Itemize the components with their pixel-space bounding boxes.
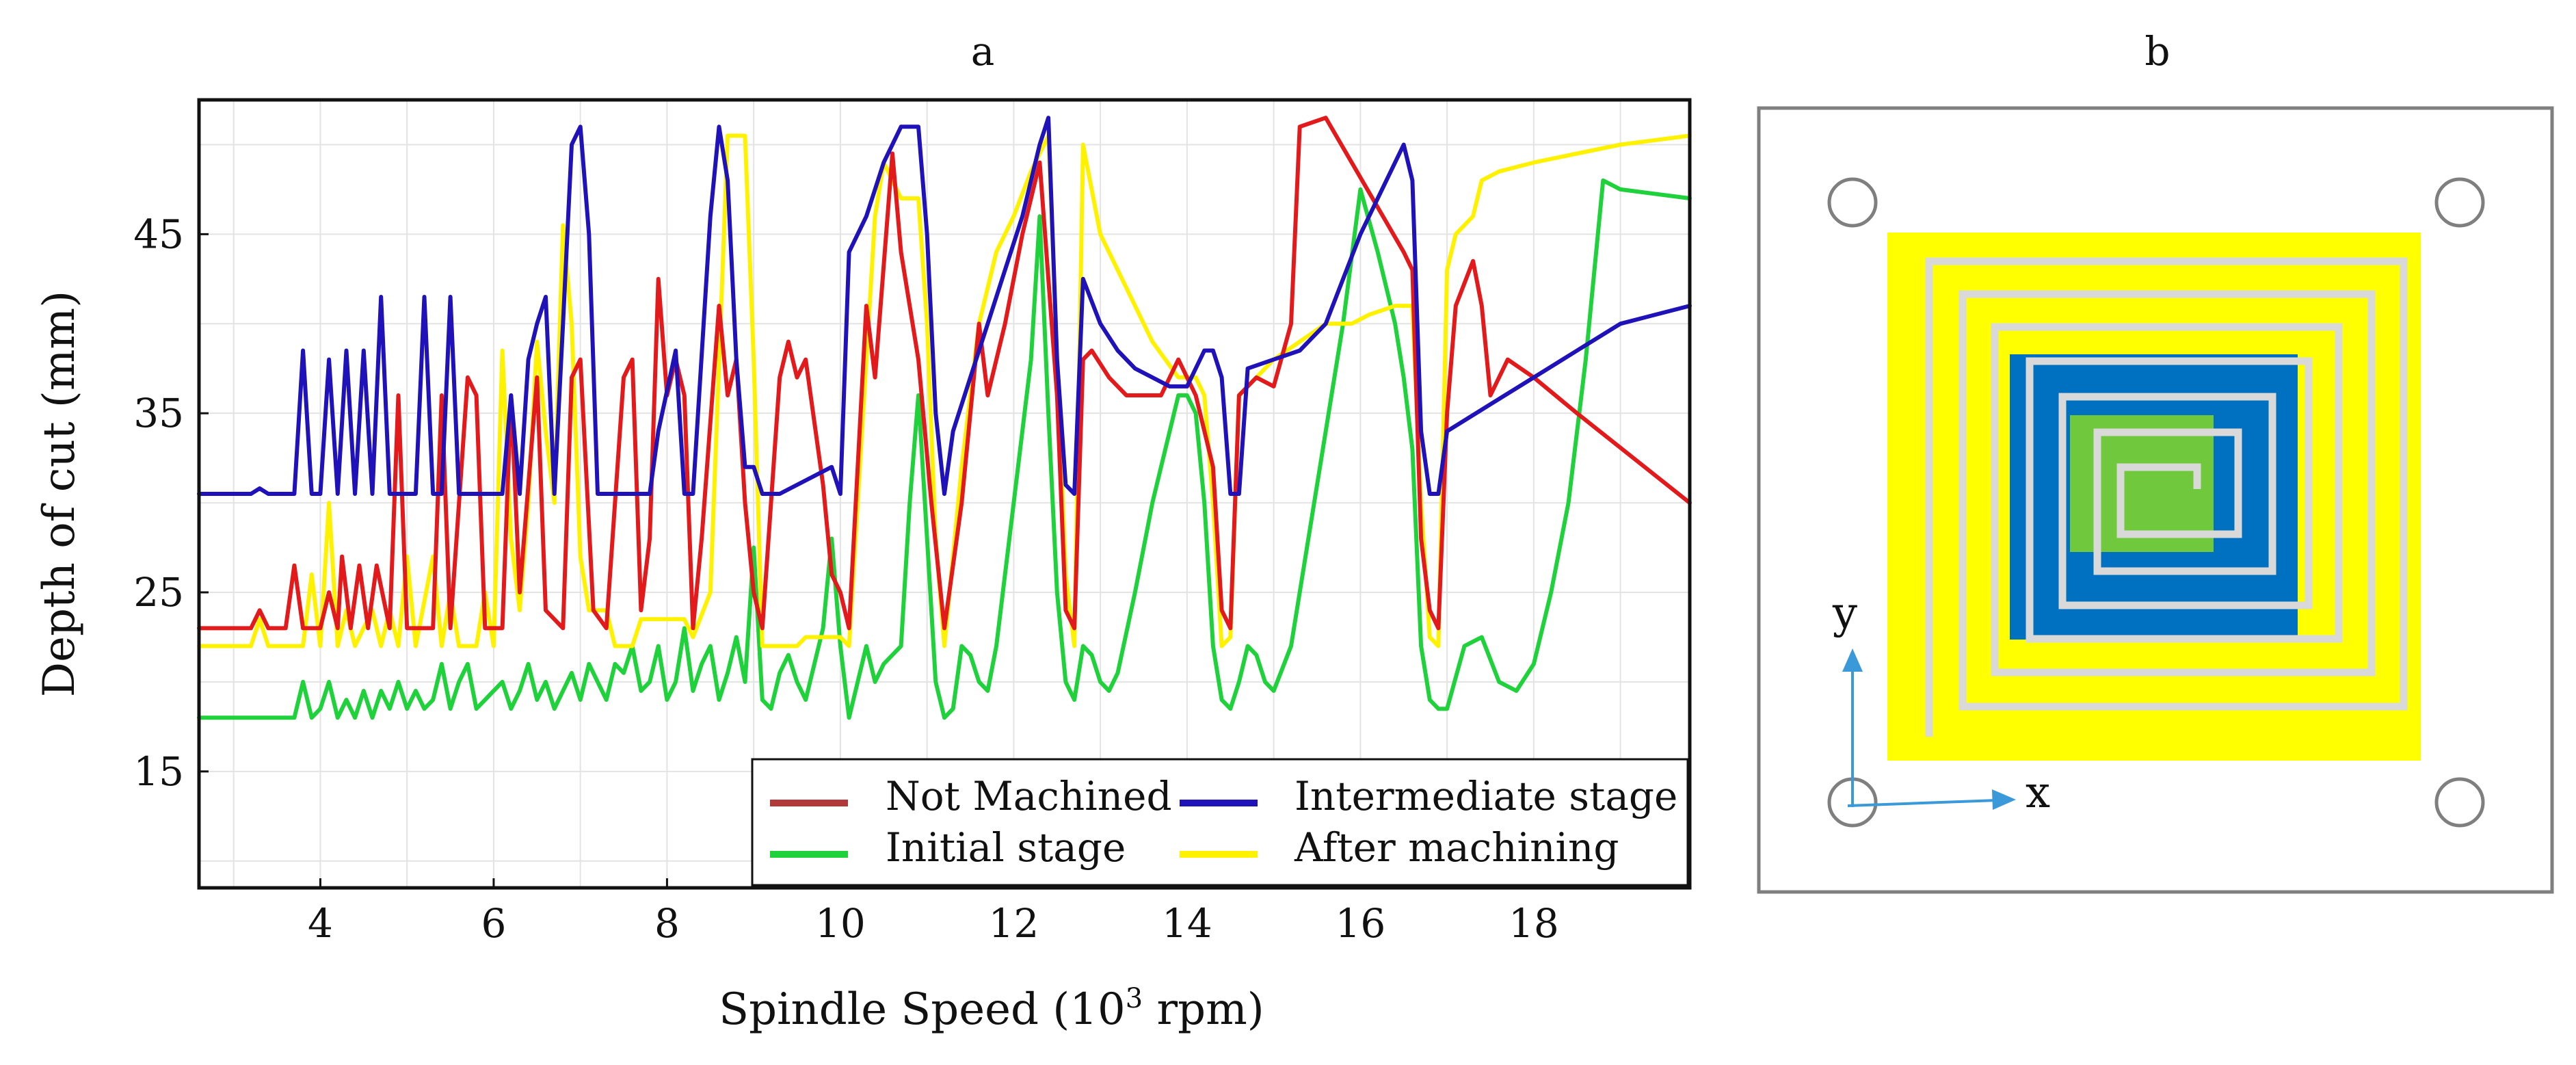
series-lines	[197, 116, 1692, 720]
axis-ticks: 4 6 8 10 12 14 16 18 15 25 35 45	[133, 211, 1559, 947]
x-tick-label: 8	[654, 900, 680, 947]
x-tick-label: 12	[988, 900, 1039, 947]
x-axis-arrow-shaft	[1847, 799, 1997, 807]
fixture-hole-top-left	[1827, 177, 1878, 228]
line-chart-panel: a 4 6 8 10 12 14 16 18 15 25 35 45 Depth of cut (mm…	[34, 28, 1692, 1035]
x-tick-label: 18	[1509, 900, 1559, 947]
x-axis-arrow-head	[1992, 789, 2016, 810]
x-tick-label: 10	[815, 900, 866, 947]
x-tick-label: 6	[481, 900, 506, 947]
y-tick-label: 15	[133, 748, 184, 795]
y-tick-label: 25	[133, 569, 184, 616]
fixture-hole-top-right	[2434, 177, 2485, 228]
panel-label-b: b	[2145, 28, 2170, 75]
x-axis-label: x	[2026, 767, 2050, 818]
x-axis-title-main: Spindle Speed (10	[719, 984, 1125, 1035]
legend-box	[751, 758, 1689, 886]
legend: Not Machined Intermediate stage Initial …	[751, 758, 1689, 886]
plot-frame	[197, 98, 1692, 890]
legend-label-not-machined: Not Machined	[886, 773, 1172, 819]
x-axis-title-suffix: rpm)	[1143, 984, 1264, 1035]
spiral-tool-path	[1925, 257, 2408, 737]
series-line-intermediate-stage	[197, 116, 1692, 496]
x-axis-title: Spindle Speed (103 rpm)	[719, 983, 1264, 1035]
x-tick-label: 4	[308, 900, 333, 947]
legend-label-initial-stage: Initial stage	[886, 824, 1126, 871]
y-axis-label: y	[1832, 588, 1857, 639]
x-axis-title-superscript: 3	[1126, 983, 1143, 1014]
coordinate-axes: y x	[1832, 588, 2050, 818]
legend-label-intermediate-stage: Intermediate stage	[1294, 773, 1677, 819]
y-tick-label: 45	[133, 211, 184, 257]
panel-label-a: a	[971, 28, 995, 75]
series-line-not-machined	[197, 116, 1692, 631]
x-tick-label: 14	[1162, 900, 1212, 947]
y-axis-arrow-head	[1842, 648, 1863, 672]
series-line-after-machining	[197, 133, 1692, 648]
y-axis-title: Depth of cut (mm)	[34, 291, 85, 697]
fixture-hole-bottom-right	[2434, 777, 2485, 828]
series-line-initial-stage	[197, 178, 1692, 720]
x-tick-label: 16	[1335, 900, 1385, 947]
toolpath-diagram-panel: b y x	[1757, 28, 2554, 894]
legend-label-after-machining: After machining	[1294, 824, 1619, 871]
y-tick-label: 35	[133, 390, 184, 436]
